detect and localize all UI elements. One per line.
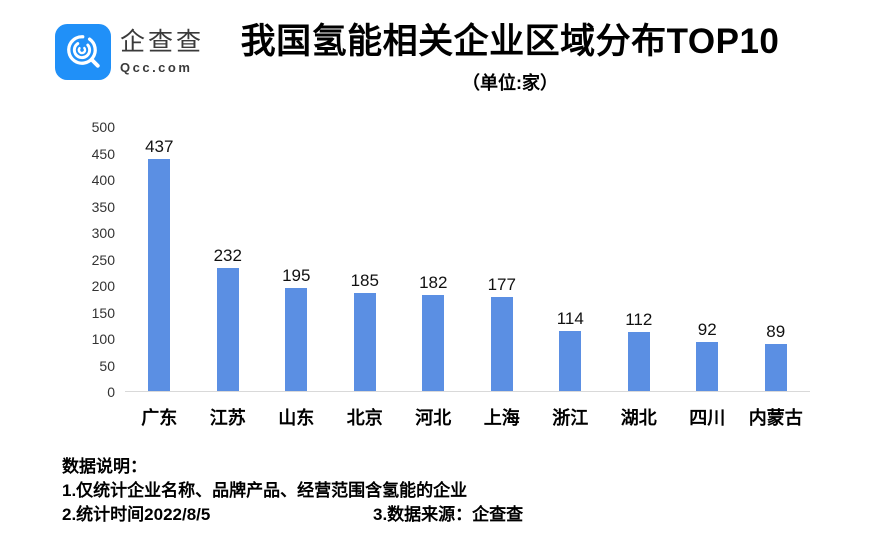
bar-group: 195 [262,127,331,391]
x-category-label: 河北 [415,408,452,428]
brand-name: 企查查 [120,28,205,56]
bar-value-label: 112 [625,310,653,329]
footer-note-2: 2.统计时间2022/8/5 [62,505,211,524]
bar-河北 [422,295,445,391]
y-tick-label: 0 [107,384,115,400]
bar-内蒙古 [764,344,787,391]
x-category-label: 四川 [689,408,726,428]
bar-四川 [696,342,719,391]
bar-湖北 [627,332,650,391]
footer-note-1: 1.仅统计企业名称、品牌产品、经营范围含氢能的企业 [62,481,468,500]
title-block: 我国氢能相关企业区域分布TOP10 （单位:家） [195,22,825,95]
brand-text: 企查查 Qcc.com [120,24,205,75]
y-tick-label: 50 [99,357,115,374]
bar-group: 437 [125,127,194,391]
bar-value-label: 92 [697,320,717,339]
y-tick-label: 300 [91,225,115,241]
y-tick-label: 450 [91,145,115,162]
x-category-label: 广东 [141,408,178,428]
y-tick-label: 100 [91,331,115,347]
y-tick-label: 350 [91,198,115,215]
y-tick-label: 200 [91,278,115,294]
chart-unit-label: （单位:家） [462,73,558,94]
x-category-label: 山东 [278,408,315,428]
bar-group: 92 [673,127,742,391]
qcc-logo-icon [55,24,111,80]
bar-value-label: 185 [350,271,379,290]
footer-note-3: 3.数据来源：企查查 [373,505,524,524]
x-category-label: 内蒙古 [748,408,803,428]
x-category-label: 江苏 [209,408,246,428]
bar-group: 114 [536,127,605,391]
bar-value-label: 195 [282,266,311,285]
bar-group: 112 [605,127,674,391]
bar-value-label: 89 [766,322,786,341]
bar-value-label: 182 [419,273,448,292]
bar-山东 [285,288,308,391]
qcc-brand: 企查查 Qcc.com [55,24,204,80]
bar-value-label: 437 [145,137,174,156]
bar-江苏 [216,268,239,391]
plot-area: 437 232 195 185 182 177 114 112 92 89 [125,127,810,392]
y-axis: 500 450 400 350 300 250 200 150 100 50 0 [0,107,115,407]
bar-value-label: 114 [556,309,584,328]
x-category-label: 上海 [483,408,520,428]
bar-北京 [353,293,376,391]
footer-heading: 数据说明： [62,457,147,476]
bar-value-label: 232 [213,246,242,265]
bar-广东 [148,159,171,391]
x-axis: 广东 江苏 山东 北京 河北 上海 浙江 湖北 四川 内蒙古 [125,404,810,430]
bar-group: 185 [331,127,400,391]
footer-row: 2.统计时间2022/8/5 3.数据来源：企查查 [62,503,886,527]
bar-group: 232 [194,127,263,391]
y-tick-label: 400 [91,172,115,188]
x-category-label: 浙江 [552,408,589,428]
bar-chart: 500 450 400 350 300 250 200 150 100 50 0 437 232 195… [0,107,886,437]
brand-domain: Qcc.com [120,59,193,75]
chart-title: 我国氢能相关企业区域分布TOP10 [240,22,780,61]
footer-notes: 数据说明： 1.仅统计企业名称、品牌产品、经营范围含氢能的企业 2.统计时间20… [0,437,886,527]
bar-group: 182 [399,127,468,391]
y-tick-label: 500 [91,119,115,135]
bar-value-label: 177 [487,275,516,294]
y-tick-label: 150 [91,304,115,321]
header: 企查查 Qcc.com 我国氢能相关企业区域分布TOP10 （单位:家） [0,0,886,105]
bar-group: 89 [742,127,811,391]
y-tick-label: 250 [91,251,115,268]
x-category-label: 北京 [346,408,383,428]
bar-浙江 [559,331,582,391]
bar-上海 [490,297,513,391]
bar-group: 177 [468,127,537,391]
x-category-label: 湖北 [620,408,657,428]
